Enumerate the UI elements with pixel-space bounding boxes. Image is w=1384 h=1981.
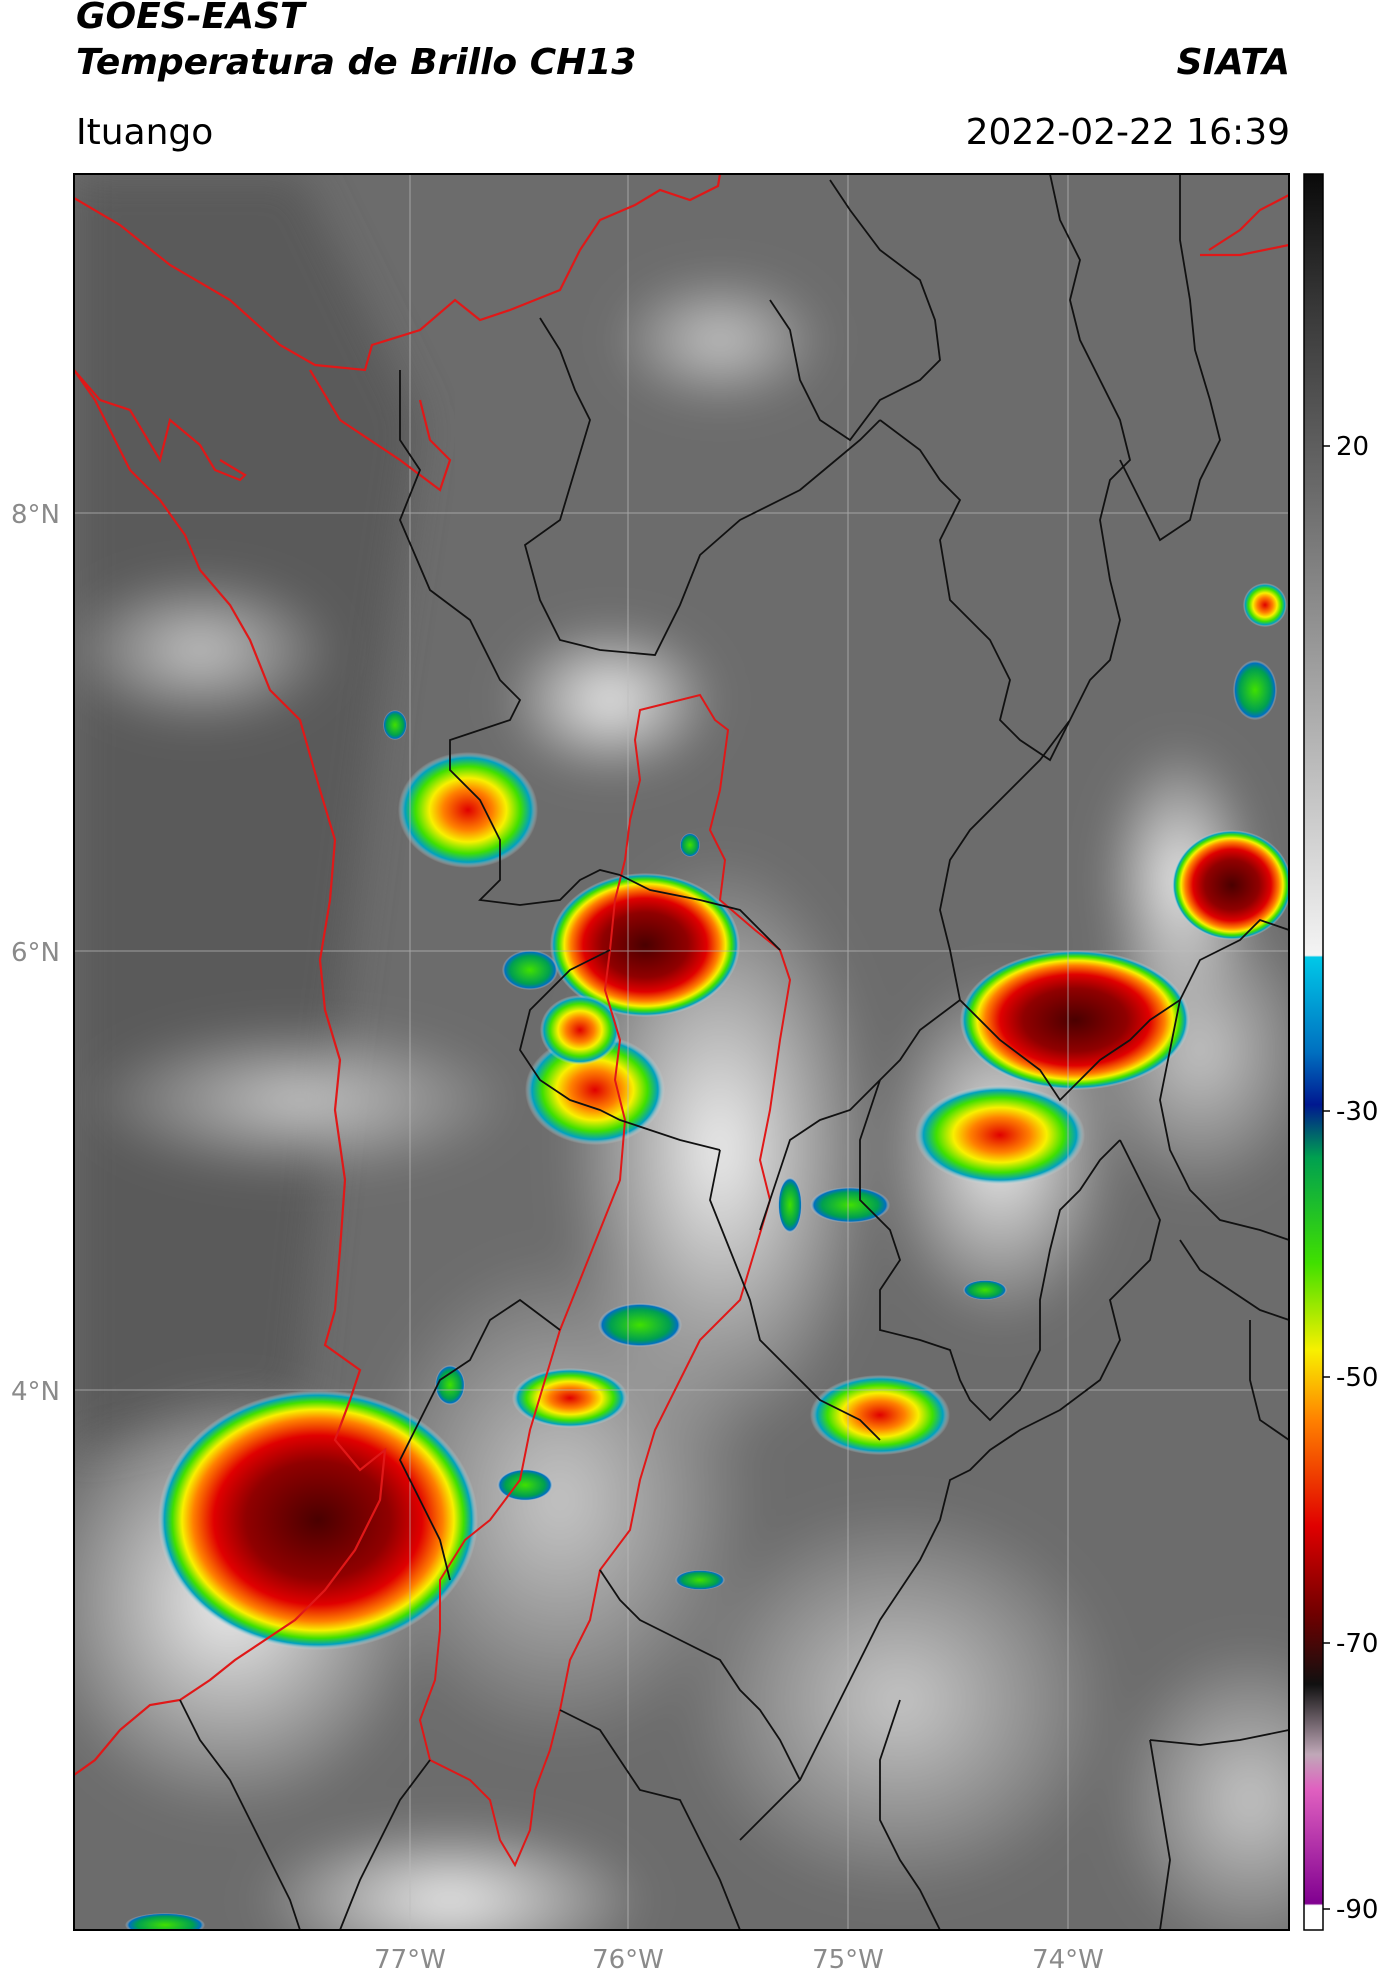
org-label: SIATA [1176,42,1290,83]
storm-cell-central [550,873,740,1017]
lat-label: 6°N [11,938,60,968]
admin-boundaries [179,174,1289,1930]
colorbar-scale [1303,173,1324,1931]
storm-cell-east [960,950,1190,1090]
highlight-region-boundary [418,693,792,1868]
storm-cell-southwest [158,1390,478,1650]
map-frame [73,173,1290,1931]
colorbar-tick: -50 [1336,1363,1378,1393]
storm-cell-northeast [1172,830,1289,940]
colorbar-tick: -90 [1336,1895,1378,1925]
map-field [74,174,1289,1930]
colorbar-tick: 20 [1336,432,1369,462]
lat-label: 4°N [11,1377,60,1407]
lon-label: 75°W [812,1945,884,1975]
colorbar: 20 -30 -50 -70 -90 [1303,173,1378,1931]
lon-label: 74°W [1032,1945,1104,1975]
lon-label: 76°W [592,1945,664,1975]
satellite-title: GOES-EAST [76,0,305,37]
lat-label: 8°N [11,500,60,530]
storm-cell-east-south [915,1085,1085,1185]
colorbar-tick: -30 [1336,1097,1378,1127]
convective-cells [125,583,1289,1930]
lon-label: 77°W [374,1945,446,1975]
lat-axis-labels: 8°N 6°N 4°N [11,500,60,1407]
coastline [74,174,1289,1776]
colorbar-tick: -70 [1336,1629,1378,1659]
datetime-label: 2022-02-22 16:39 [965,112,1290,153]
storm-cell-north [398,752,538,868]
location-label: Ituango [76,112,214,153]
product-title: Temperatura de Brillo CH13 [76,42,637,83]
lon-axis-labels: 77°W 76°W 75°W 74°W [374,1945,1104,1975]
